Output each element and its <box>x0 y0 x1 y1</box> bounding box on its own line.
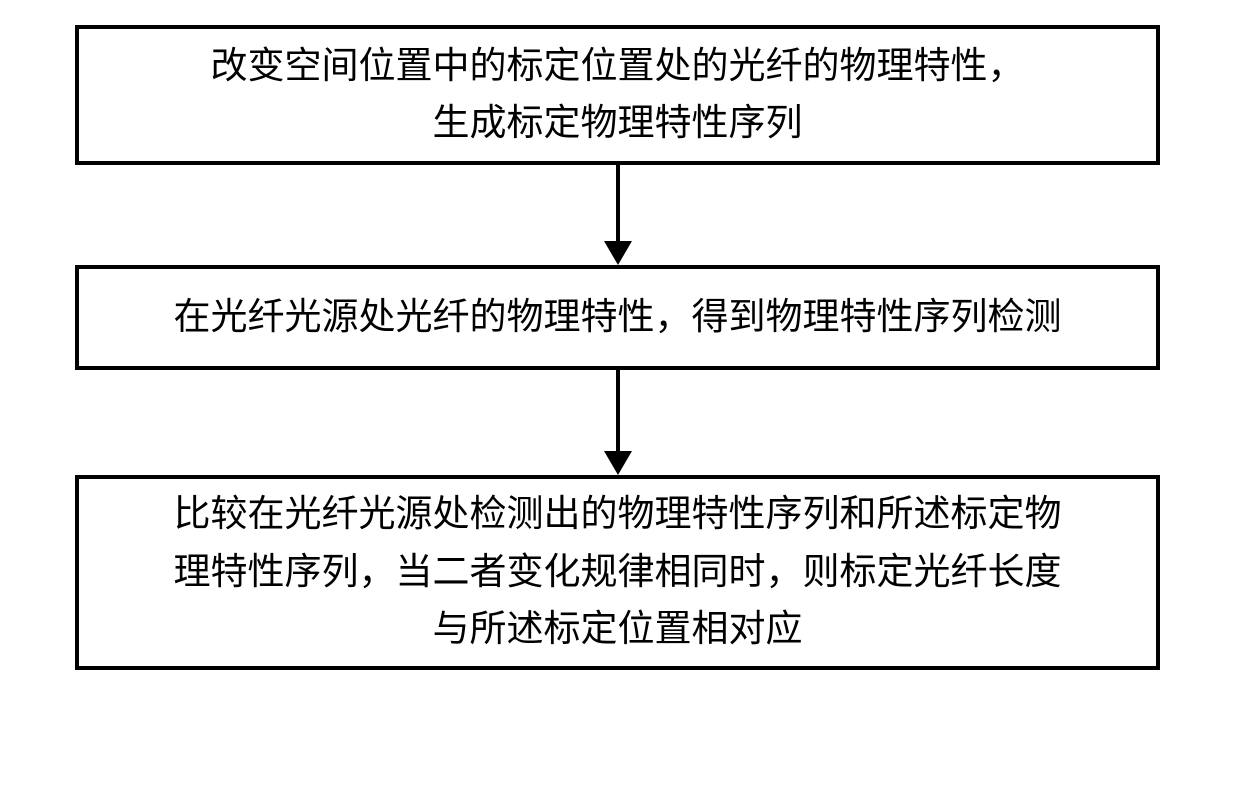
flowchart-step-1-text: 改变空间位置中的标定位置处的光纤的物理特性， 生成标定物理特性序列 <box>211 38 1025 153</box>
flowchart-step-3-text: 比较在光纤光源处检测出的物理特性序列和所述标定物 理特性序列，当二者变化规律相同… <box>174 486 1062 658</box>
arrow-down-icon <box>598 165 638 265</box>
arrow-1-container <box>75 165 1160 265</box>
arrow-down-icon <box>598 370 638 475</box>
arrow-2-container <box>75 370 1160 475</box>
flowchart-step-1: 改变空间位置中的标定位置处的光纤的物理特性， 生成标定物理特性序列 <box>75 25 1160 165</box>
flowchart-step-2-text: 在光纤光源处光纤的物理特性，得到物理特性序列检测 <box>174 289 1062 346</box>
flowchart-container: 改变空间位置中的标定位置处的光纤的物理特性， 生成标定物理特性序列 在光纤光源处… <box>75 25 1160 670</box>
flowchart-step-3: 比较在光纤光源处检测出的物理特性序列和所述标定物 理特性序列，当二者变化规律相同… <box>75 475 1160 670</box>
flowchart-step-2: 在光纤光源处光纤的物理特性，得到物理特性序列检测 <box>75 265 1160 370</box>
